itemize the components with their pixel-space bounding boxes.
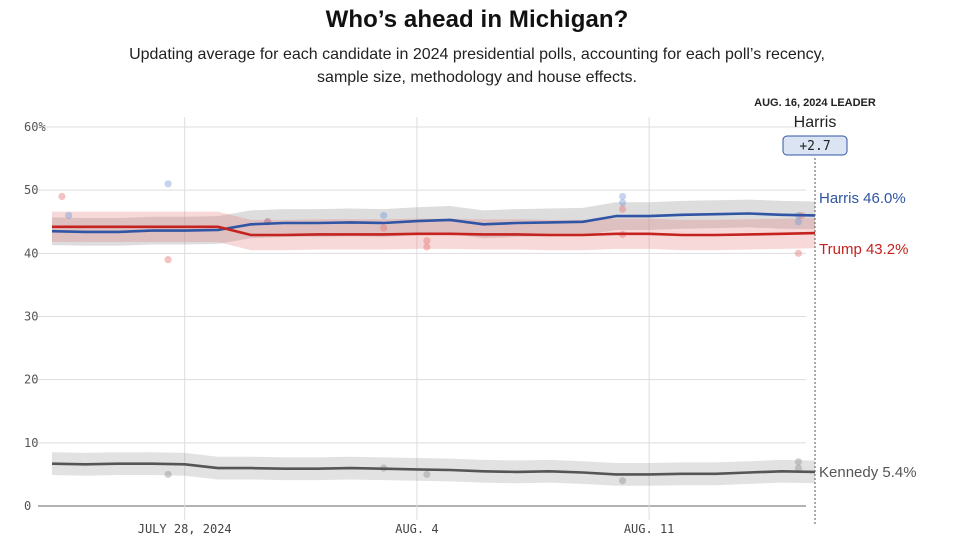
trump-uncertainty-band [52,211,815,251]
harris-poll-dot [64,211,73,220]
leader-margin-badge [782,135,848,156]
leader-date-heading: AUG. 16, 2024 LEADER [754,97,876,109]
harris-poll-dot [164,180,172,188]
trump-poll-dot [794,249,803,257]
kennedy-end-label: Kennedy 5.4% [819,464,917,481]
trump-poll-dot [423,243,431,251]
harris-end-label: Harris 46.0% [819,190,906,207]
subtitle-line-1: Updating average for each candidate in 2… [129,46,825,63]
kennedy-poll-dot [794,458,803,466]
trump-average-line [52,225,816,237]
chart-title: Who’s ahead in Michigan? [325,6,629,33]
leader-name: Harris [794,114,837,131]
harris-poll-dot [794,218,803,226]
trump-end-label: Trump 43.2% [819,241,908,258]
trump-poll-dot [618,205,627,213]
y-tick-label: 0 [24,499,31,513]
axis-labels: 0 10 20 30 40 50 60% JULY 28, 2024 AUG. 4 AUG. 11… [24,120,917,536]
leader-margin-value: +2.7 [799,139,830,154]
x-tick-label: JULY 28, 2024 [138,522,232,536]
subtitle-line-2: sample size, methodology and house effec… [317,69,637,86]
y-tick-label: 30 [24,310,38,324]
y-tick-label: 60% [24,120,46,134]
harris-average-line [51,212,816,234]
chart-subtitle: Updating average for each candidate in 2… [77,43,877,89]
harris-poll-dot [618,192,627,201]
x-tick-label: AUG. 11 [624,522,675,536]
poll-dots [58,180,806,485]
trump-poll-dot [58,192,66,201]
gridlines [38,117,806,520]
kennedy-average-line [51,462,816,476]
kennedy-poll-dot [618,477,627,485]
x-tick-label: AUG. 4 [395,522,438,536]
y-tick-label: 50 [24,183,38,197]
trump-poll-dot [380,224,388,232]
trump-poll-dot [423,237,431,245]
y-tick-label: 40 [24,246,38,260]
harris-poll-dot [618,199,627,207]
confidence-bands [52,199,815,486]
kennedy-poll-dot [423,470,431,479]
kennedy-poll-dot [794,464,803,472]
trump-poll-dot [164,256,172,264]
average-lines [51,212,816,476]
y-tick-label: 10 [24,436,38,450]
harris-poll-dot [380,211,388,220]
kennedy-poll-dot [164,470,172,479]
y-tick-label: 20 [24,373,38,387]
